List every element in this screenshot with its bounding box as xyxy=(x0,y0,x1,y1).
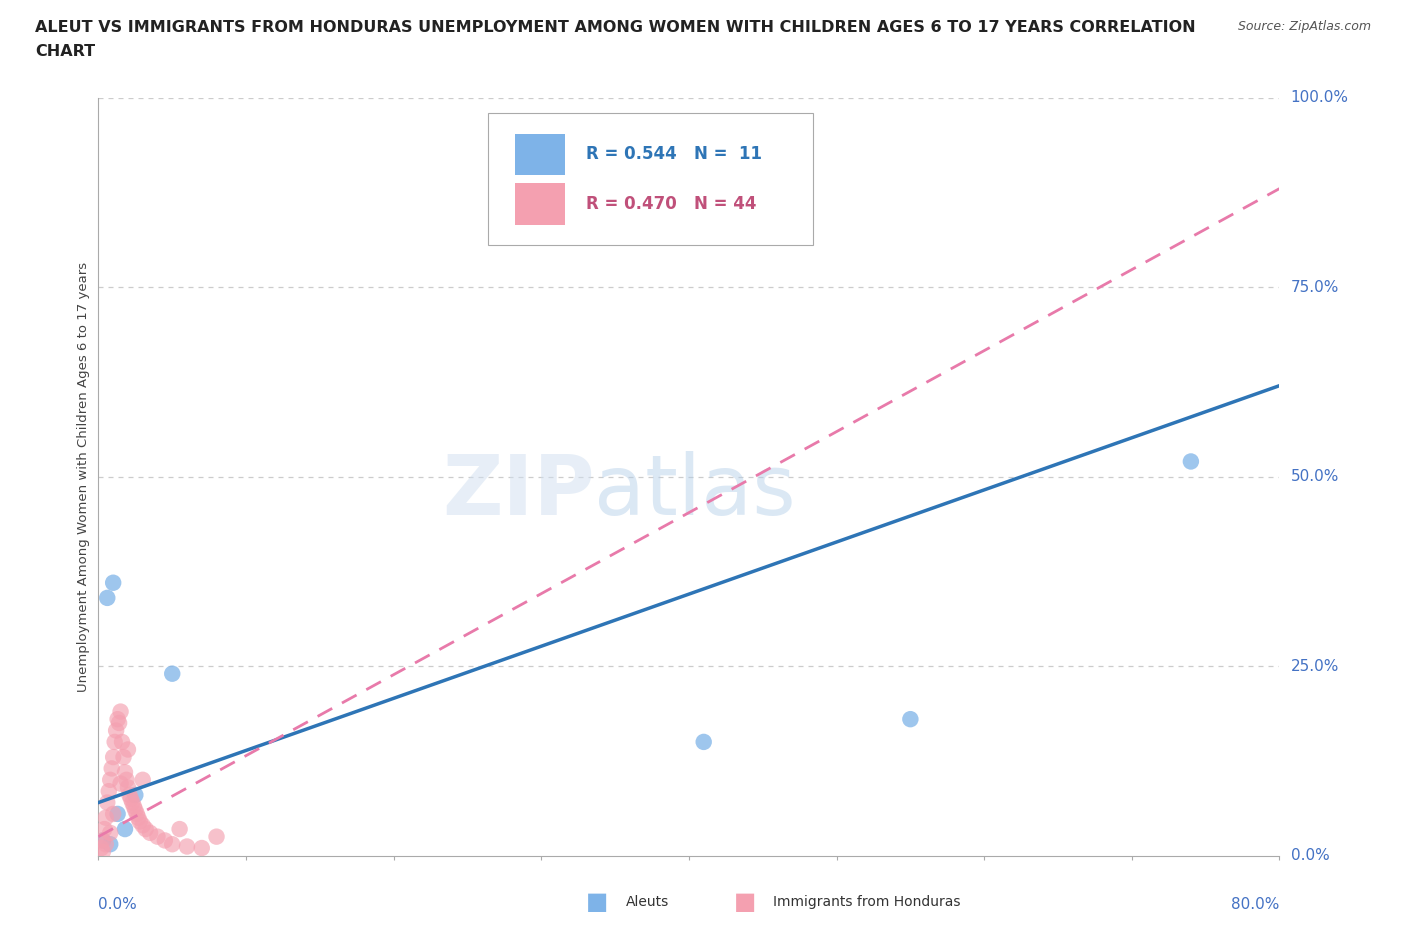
Point xyxy=(132,817,155,832)
Point xyxy=(114,764,136,779)
Point xyxy=(117,780,139,795)
Text: Immigrants from Honduras: Immigrants from Honduras xyxy=(773,895,960,910)
Bar xyxy=(516,183,565,225)
Point xyxy=(120,791,142,806)
Point xyxy=(90,841,112,856)
Text: 50.0%: 50.0% xyxy=(1291,469,1339,485)
Point xyxy=(135,821,157,836)
Text: ZIP: ZIP xyxy=(441,451,595,532)
Point xyxy=(107,806,129,821)
Point xyxy=(98,837,121,852)
Text: ■: ■ xyxy=(586,890,609,914)
Point xyxy=(122,799,145,814)
Text: 75.0%: 75.0% xyxy=(1291,280,1339,295)
Point xyxy=(98,772,121,787)
Point xyxy=(98,826,121,841)
Point xyxy=(110,777,132,791)
Point xyxy=(124,788,146,803)
Point xyxy=(91,833,114,848)
Point xyxy=(125,806,148,821)
Text: 25.0%: 25.0% xyxy=(1291,658,1339,673)
Point xyxy=(96,795,118,810)
Point xyxy=(693,735,716,750)
Point xyxy=(93,821,115,836)
Text: R = 0.544   N =  11: R = 0.544 N = 11 xyxy=(586,145,762,164)
Text: atlas: atlas xyxy=(595,451,796,532)
Point xyxy=(112,750,135,764)
Point xyxy=(176,839,198,854)
Point xyxy=(103,806,125,821)
Point xyxy=(132,772,155,787)
Point xyxy=(97,784,120,799)
Text: 100.0%: 100.0% xyxy=(1291,90,1348,105)
Point xyxy=(91,833,114,848)
Text: Aleuts: Aleuts xyxy=(626,895,669,910)
Point xyxy=(108,715,131,730)
Point xyxy=(191,841,214,856)
Bar xyxy=(516,134,565,176)
Point xyxy=(146,830,169,844)
Text: 0.0%: 0.0% xyxy=(98,897,138,912)
Y-axis label: Unemployment Among Women with Children Ages 6 to 17 years: Unemployment Among Women with Children A… xyxy=(77,261,90,692)
Point xyxy=(94,810,117,825)
Point xyxy=(107,711,129,726)
Text: R = 0.470   N = 44: R = 0.470 N = 44 xyxy=(586,194,756,213)
Point xyxy=(103,750,125,764)
Point xyxy=(205,830,228,844)
Point xyxy=(900,711,922,726)
Point xyxy=(100,761,122,776)
Text: ■: ■ xyxy=(734,890,756,914)
Point xyxy=(124,803,146,817)
Text: ALEUT VS IMMIGRANTS FROM HONDURAS UNEMPLOYMENT AMONG WOMEN WITH CHILDREN AGES 6 : ALEUT VS IMMIGRANTS FROM HONDURAS UNEMPL… xyxy=(35,20,1195,35)
Point xyxy=(115,772,138,787)
Text: 80.0%: 80.0% xyxy=(1232,897,1279,912)
Point xyxy=(162,666,183,681)
Point xyxy=(104,735,127,750)
Point xyxy=(114,821,136,836)
Point xyxy=(91,844,114,859)
Point xyxy=(162,837,183,852)
Point xyxy=(96,591,118,605)
Point xyxy=(105,724,128,738)
Point xyxy=(110,704,132,719)
Point xyxy=(118,788,141,803)
Point xyxy=(111,735,134,750)
Point xyxy=(117,742,139,757)
Point xyxy=(169,821,191,836)
Point xyxy=(139,826,162,841)
Point xyxy=(1180,454,1202,469)
Point xyxy=(94,837,117,852)
Point xyxy=(128,814,150,829)
Point xyxy=(127,810,149,825)
Text: CHART: CHART xyxy=(35,44,96,59)
Text: 0.0%: 0.0% xyxy=(1291,848,1329,863)
Point xyxy=(121,795,143,810)
Point xyxy=(153,833,176,848)
Point xyxy=(103,576,125,591)
Text: Source: ZipAtlas.com: Source: ZipAtlas.com xyxy=(1237,20,1371,33)
FancyBboxPatch shape xyxy=(488,113,813,246)
